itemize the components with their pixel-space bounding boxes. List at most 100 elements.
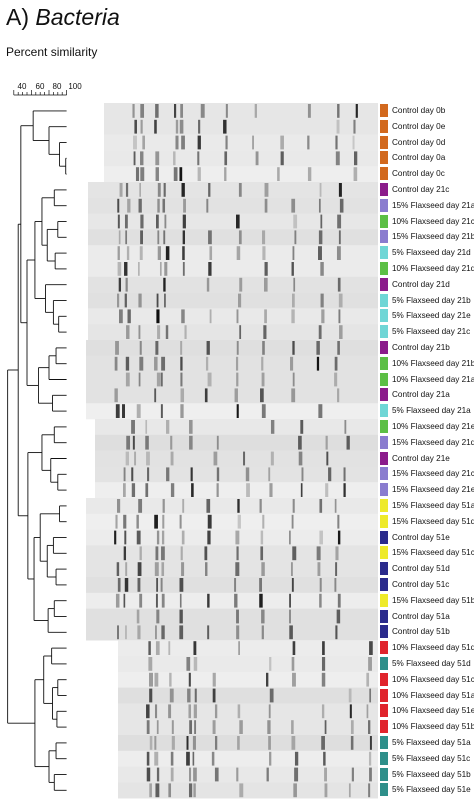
gel-band [118,230,121,245]
sample-label: Control day 21e [392,453,450,463]
gel-band [127,198,131,213]
gel-band [355,104,358,118]
gel-band [206,341,210,355]
sample-label: Control day 0b [392,106,446,115]
gel-band [212,672,216,687]
gel-band [260,546,264,561]
gel-band [289,609,291,624]
gel-band [115,404,120,418]
sample-row: Control day 51b [380,624,474,640]
gel-band [139,546,142,561]
title-organism: Bacteria [35,4,120,30]
gel-band [137,625,141,640]
gel-band [186,751,190,766]
gel-band [349,704,352,719]
group-color-swatch [380,546,388,560]
gel-lane [88,276,378,293]
gel-band [234,593,238,608]
gel-band [280,151,284,166]
sample-label: 10% Flaxseed day 21a [392,374,474,384]
gel-band [140,230,143,245]
group-color-swatch [380,104,388,117]
gel-band [292,372,295,387]
gel-band [239,325,242,339]
gel-band [243,451,246,466]
gel-band [123,483,126,497]
gel-band [255,151,259,166]
gel-band [238,293,242,308]
sample-row: 15% Flaxseed day 21d [380,435,474,451]
gel-band [300,420,304,434]
gel-band [194,688,197,703]
gel-lane [86,403,378,420]
gel-band [369,688,372,703]
gel-band [118,277,122,292]
group-color-swatch [380,688,388,702]
gel-band [145,420,148,434]
gel-band [268,704,271,719]
sample-row: 15% Flaxseed day 51d [380,514,474,530]
gel-band [262,230,266,245]
gel-band [155,104,159,118]
gel-band [126,246,130,260]
gel-band [138,293,142,308]
group-color-swatch [380,135,388,149]
group-color-swatch [380,198,388,212]
gel-band [368,657,372,671]
gel-band [245,467,250,482]
sample-row: Control day 0d [380,135,474,151]
sample-row: 10% Flaxseed day 51e [380,703,474,719]
sample-row: 10% Flaxseed day 21d [380,261,474,277]
gel-lane [95,434,378,451]
sample-label: 5% Flaxseed day 21e [392,311,471,321]
gel-band [133,135,137,150]
gel-band [318,198,321,213]
gel-band [179,514,182,529]
gel-band [145,435,149,450]
gel-band [264,309,267,324]
gel-band [321,736,325,750]
gel-band [236,341,239,355]
gel-band [298,451,303,466]
gel-band [162,198,166,213]
group-color-swatch [380,151,388,165]
gel-band [268,467,271,482]
gel-band [334,372,338,387]
gel-band [173,167,178,181]
gel-band [213,451,218,466]
gel-band [225,135,228,150]
gel-band [159,262,162,276]
gel-band [163,277,166,292]
gel-band [114,356,118,371]
gel-lane [118,671,378,688]
gel-band [234,388,238,403]
sample-row: 5% Flaxseed day 51e [380,782,474,798]
gel-band [326,451,329,466]
gel-lane [86,529,378,546]
gel-band [335,625,338,640]
gel-band [140,119,143,134]
gel-band [238,230,242,245]
sample-row: Control day 51d [380,561,474,577]
gel-band [181,562,185,576]
gel-band [318,230,323,245]
gel-band [318,325,322,339]
gel-band [205,562,208,576]
gel-band [236,625,240,640]
gel-lane [86,624,378,641]
sample-label: Control day 0d [392,137,446,147]
gel-band [125,356,130,371]
gel-band [146,704,150,719]
gel-band [264,262,268,276]
gel-band [126,325,130,339]
similarity-dendrogram [7,90,67,791]
gel-band [334,356,338,371]
gel-band [138,198,142,213]
gel-band [328,467,332,482]
group-color-swatch [380,641,388,655]
group-color-swatch [380,435,388,449]
gel-band [131,467,134,482]
group-color-swatch [380,451,388,465]
gel-band [214,704,218,719]
gel-band [155,167,159,181]
